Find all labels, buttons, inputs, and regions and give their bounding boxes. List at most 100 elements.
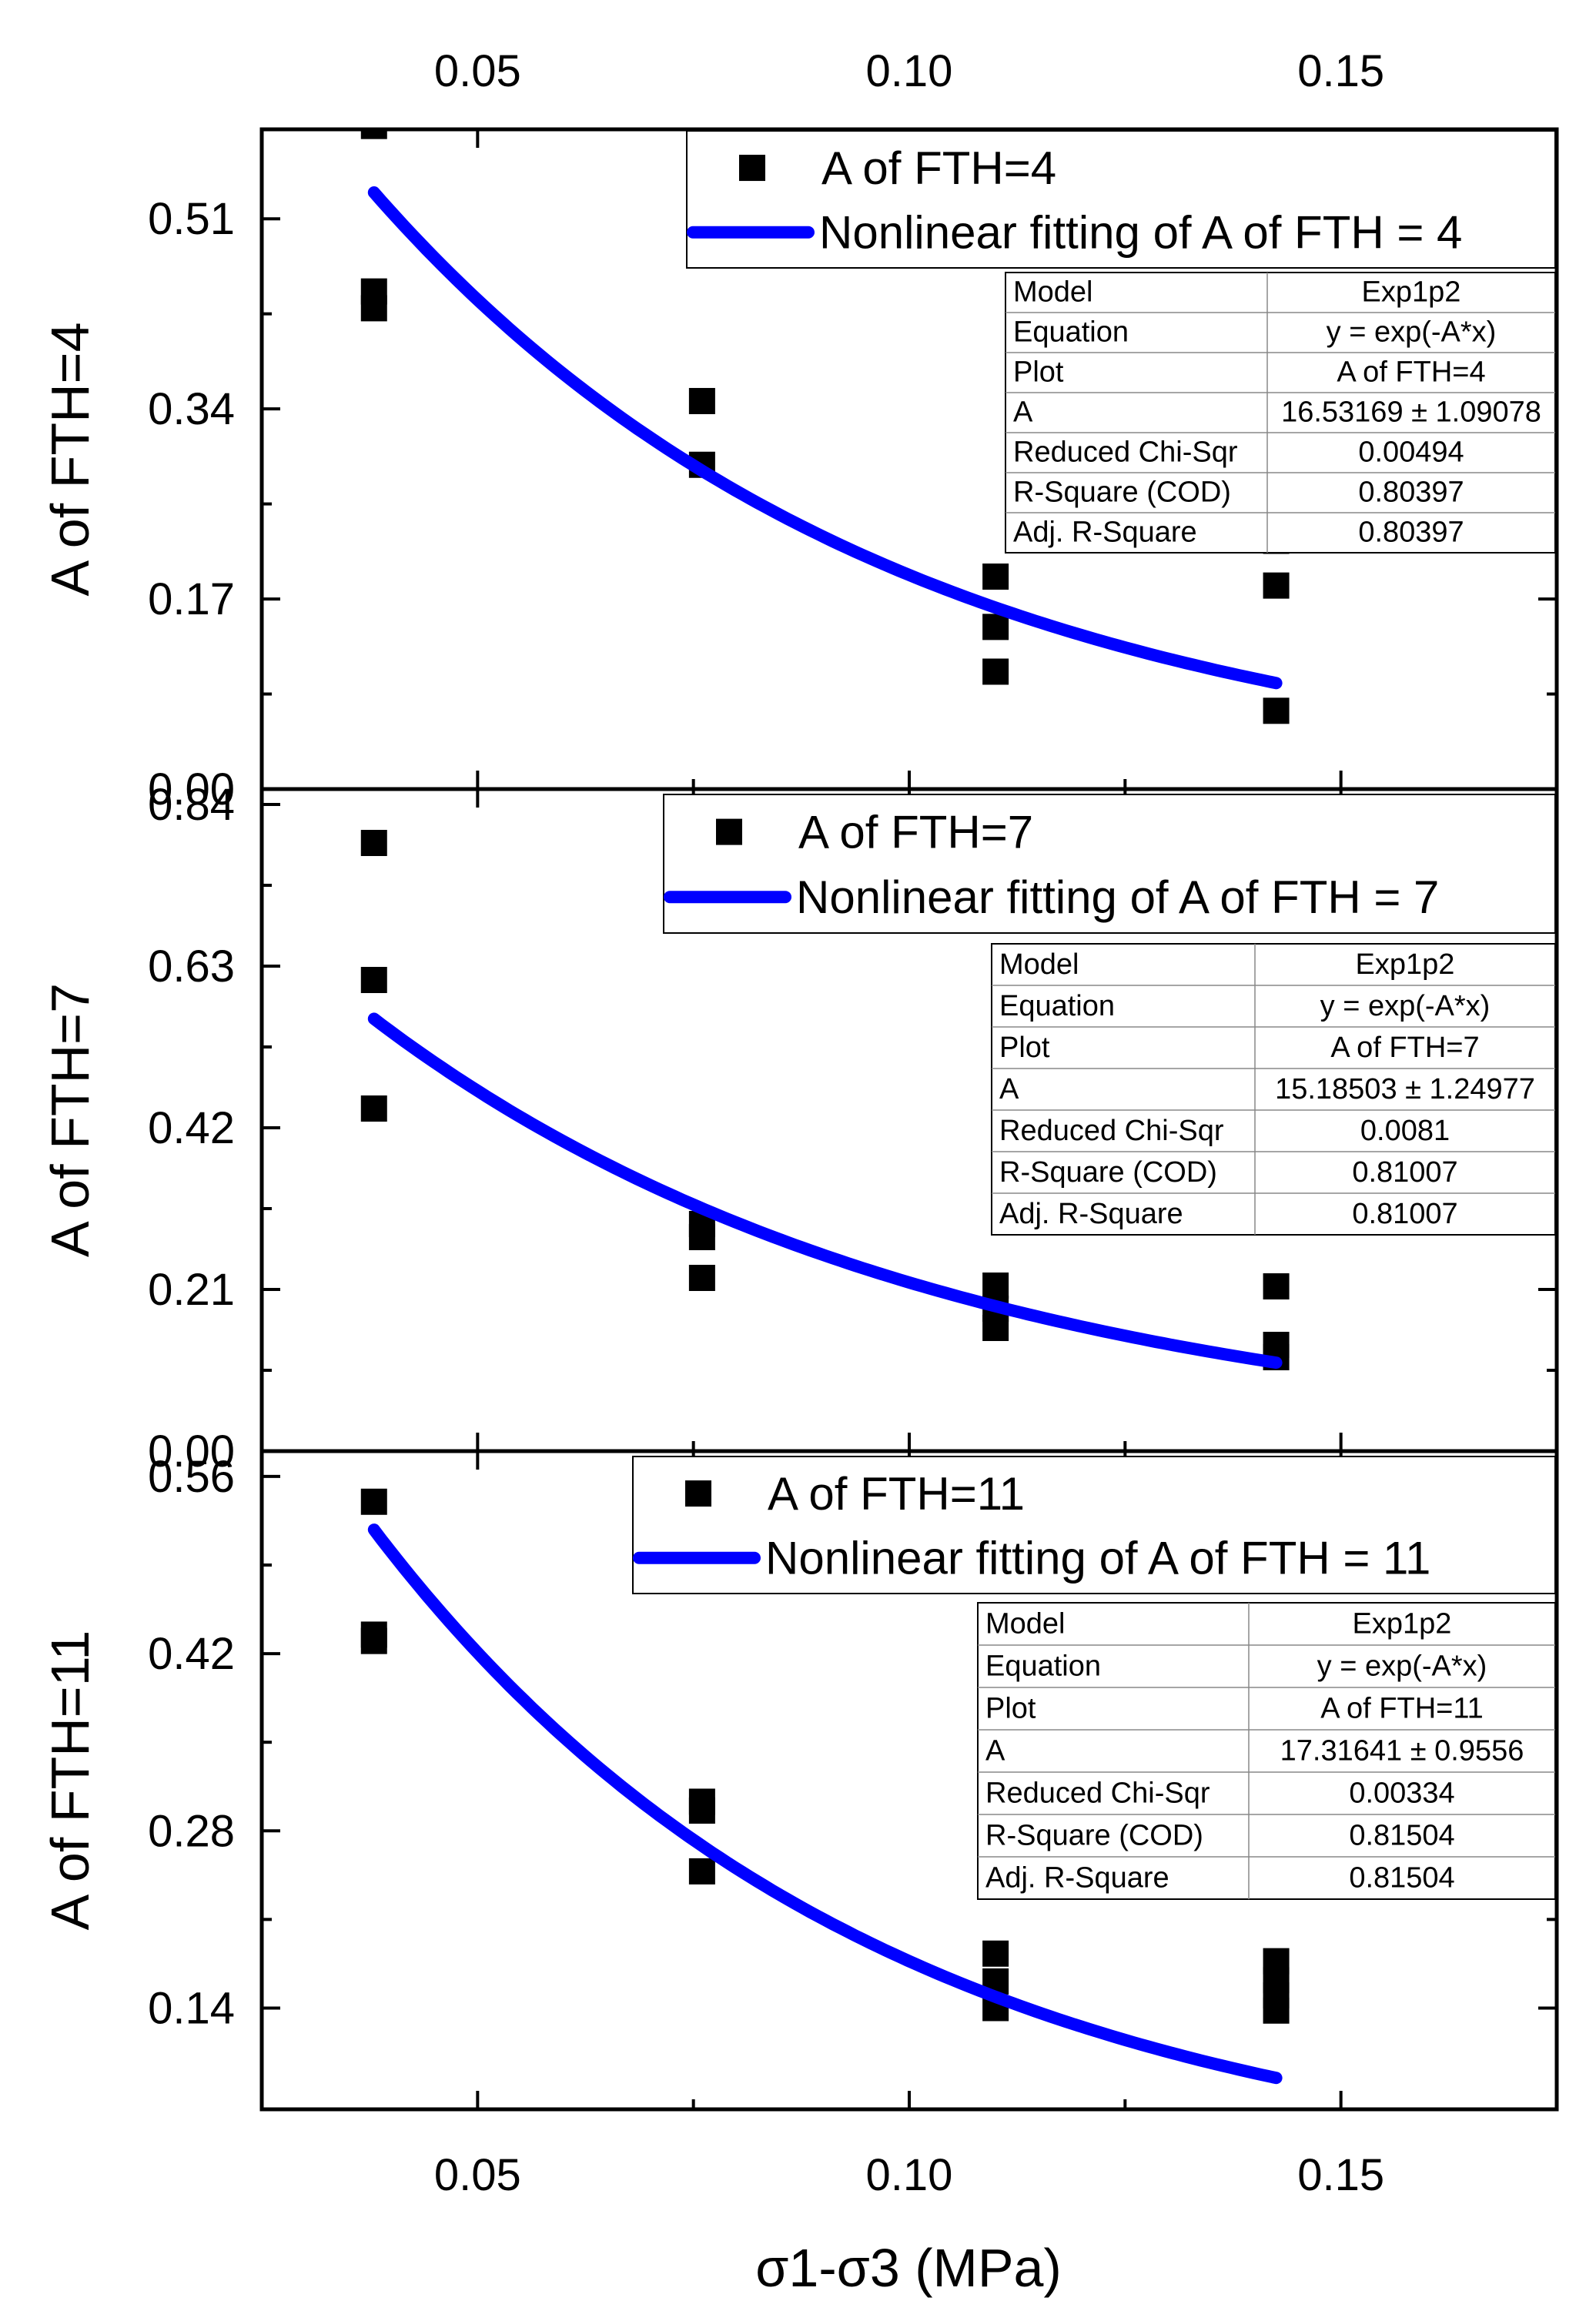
y-axis-title: A of FTH=11: [40, 1630, 100, 1931]
legend-label: A of FTH=11: [768, 1468, 1025, 1520]
table-cell-value: 17.31641 ± 0.9556: [1280, 1735, 1524, 1768]
table-cell-key: A: [985, 1735, 1005, 1768]
table-cell-value: Exp1p2: [1356, 948, 1455, 981]
data-point: [982, 564, 1009, 590]
data-point: [982, 658, 1009, 685]
panel-2: 0.000.210.420.630.84A of FTH=7A of FTH=7…: [40, 780, 1559, 1477]
legend-label: A of FTH=4: [821, 142, 1056, 194]
x-tick-label: 0.05: [434, 2150, 521, 2200]
top-x-tick-label: 0.10: [866, 46, 953, 96]
table-cell-key: A: [999, 1073, 1019, 1105]
data-point: [1263, 697, 1290, 724]
table-cell-value: y = exp(-A*x): [1327, 316, 1497, 348]
table-cell-key: Plot: [1013, 356, 1064, 388]
y-tick-label: 0.00: [148, 764, 235, 814]
top-x-tick-label: 0.15: [1297, 46, 1384, 96]
data-point: [360, 967, 387, 993]
data-point: [982, 1273, 1009, 1299]
legend: A of FTH=11 Nonlinear fitting of A of FTH…: [632, 1456, 1556, 1594]
panel-1: 0.00 0.17 0.34 0.51 A of FTH=4 A of FTH=4 Nonl…: [40, 127, 1559, 814]
legend-box: [663, 794, 1556, 934]
data-point: [982, 614, 1009, 640]
data-point: [982, 1940, 1009, 1967]
table-cell-value: 0.81007: [1352, 1156, 1457, 1189]
table-cell-value: 0.0081: [1360, 1115, 1450, 1147]
table-cell-value: 15.18503 ± 1.24977: [1275, 1073, 1535, 1105]
table-cell-value: Exp1p2: [1353, 1608, 1452, 1640]
fit-stats-table: Model Exp1p2 Equation y = exp(-A*x) Plot A of…: [991, 943, 1556, 1236]
y-tick-label: 0.21: [148, 1265, 235, 1315]
top-x-axis: 0.05 0.10 0.15: [434, 46, 1384, 96]
legend-square-marker: [739, 155, 765, 182]
y-tick-label: 0.42: [148, 1103, 235, 1153]
table-cell-key: R-Square (COD): [1013, 476, 1231, 508]
x-axis-title: σ1-σ3 (MPa): [755, 2238, 1062, 2298]
bottom-x-axis: 0.05 0.10 0.15 σ1-σ3 (MPa): [434, 2150, 1384, 2298]
table-cell-value: A of FTH=4: [1337, 356, 1485, 388]
table-cell-key: Reduced Chi-Sqr: [999, 1115, 1224, 1147]
table-cell-key: R-Square (COD): [999, 1156, 1217, 1189]
table-cell-key: Model: [1013, 276, 1093, 308]
legend: A of FTH=4 Nonlinear fitting of A of FTH …: [686, 130, 1556, 269]
table-cell-key: Adj. R-Square: [1013, 516, 1197, 548]
table-cell-value: A of FTH=7: [1330, 1032, 1479, 1064]
table-cell-key: Plot: [999, 1032, 1050, 1064]
fit-stats-table: Model Exp1p2 Equation y = exp(-A*x) Plot A of…: [977, 1602, 1556, 1900]
table-cell-key: Equation: [999, 990, 1115, 1022]
plot-area: [360, 830, 1290, 1370]
table-cell-value: 0.00334: [1349, 1778, 1454, 1810]
fit-curve: [367, 1012, 1283, 1370]
table-cell-key: Reduced Chi-Sqr: [1013, 436, 1238, 468]
fit-curve: [367, 1523, 1283, 2085]
data-point: [360, 1488, 387, 1515]
table-cell-value: 0.80397: [1358, 516, 1464, 548]
legend-label: A of FTH=7: [798, 807, 1033, 858]
fit-stats-table: Model Exp1p2 Equation y = exp(-A*x) Plot A of…: [1005, 272, 1556, 554]
plot-area: [360, 129, 1290, 724]
table-cell-key: R-Square (COD): [985, 1820, 1203, 1852]
table-cell-key: Plot: [985, 1693, 1036, 1725]
data-point: [360, 295, 387, 322]
data-point: [360, 129, 387, 139]
data-point: [1263, 572, 1290, 599]
table-cell-value: 0.80397: [1358, 476, 1464, 508]
table-cell-value: 0.81504: [1349, 1862, 1454, 1895]
table-cell-key: Model: [985, 1608, 1066, 1640]
table-cell-key: A: [1013, 396, 1033, 428]
data-point: [688, 1265, 715, 1291]
data-point: [360, 1627, 387, 1654]
y-tick-label: 0.42: [148, 1629, 235, 1679]
legend-label: Nonlinear fitting of A of FTH = 7: [796, 871, 1439, 923]
y-tick-label: 0.34: [148, 384, 235, 434]
table-cell-key: Reduced Chi-Sqr: [985, 1778, 1210, 1810]
y-tick-label: 0.14: [148, 1983, 235, 2033]
data-point: [688, 1224, 715, 1250]
data-point: [1263, 1997, 1290, 2024]
legend-label: Nonlinear fitting of A of FTH = 4: [819, 207, 1462, 259]
table-cell-value: A of FTH=11: [1320, 1693, 1484, 1725]
x-tick-label: 0.10: [866, 2150, 953, 2200]
y-tick-label: 0.51: [148, 194, 235, 244]
table-cell-key: Adj. R-Square: [999, 1198, 1183, 1230]
legend-square-marker: [716, 818, 742, 845]
legend-box: [686, 130, 1556, 269]
table-border: [1005, 272, 1556, 554]
table-cell-value: 0.00494: [1358, 436, 1464, 468]
data-point: [360, 1095, 387, 1122]
y-tick-label: 0.17: [148, 574, 235, 624]
panel-3: 0.14 0.28 0.42 0.56 A of FTH=11 A of FTH=11 No…: [40, 1449, 1559, 2112]
table-border: [977, 1602, 1556, 1900]
table-cell-value: Exp1p2: [1362, 276, 1461, 308]
y-tick-label: 0.00: [148, 1426, 235, 1477]
table-cell-key: Model: [999, 948, 1079, 981]
table-cell-key: Equation: [985, 1650, 1101, 1683]
y-tick-label: 0.28: [148, 1806, 235, 1856]
legend-box: [632, 1456, 1556, 1594]
y-tick-label: 0.84: [148, 780, 235, 830]
table-border: [991, 943, 1556, 1236]
table-cell-key: Equation: [1013, 316, 1129, 348]
y-axis-title: A of FTH=7: [40, 983, 100, 1257]
top-x-tick-label: 0.05: [434, 46, 521, 96]
y-tick-label: 0.56: [148, 1452, 235, 1502]
